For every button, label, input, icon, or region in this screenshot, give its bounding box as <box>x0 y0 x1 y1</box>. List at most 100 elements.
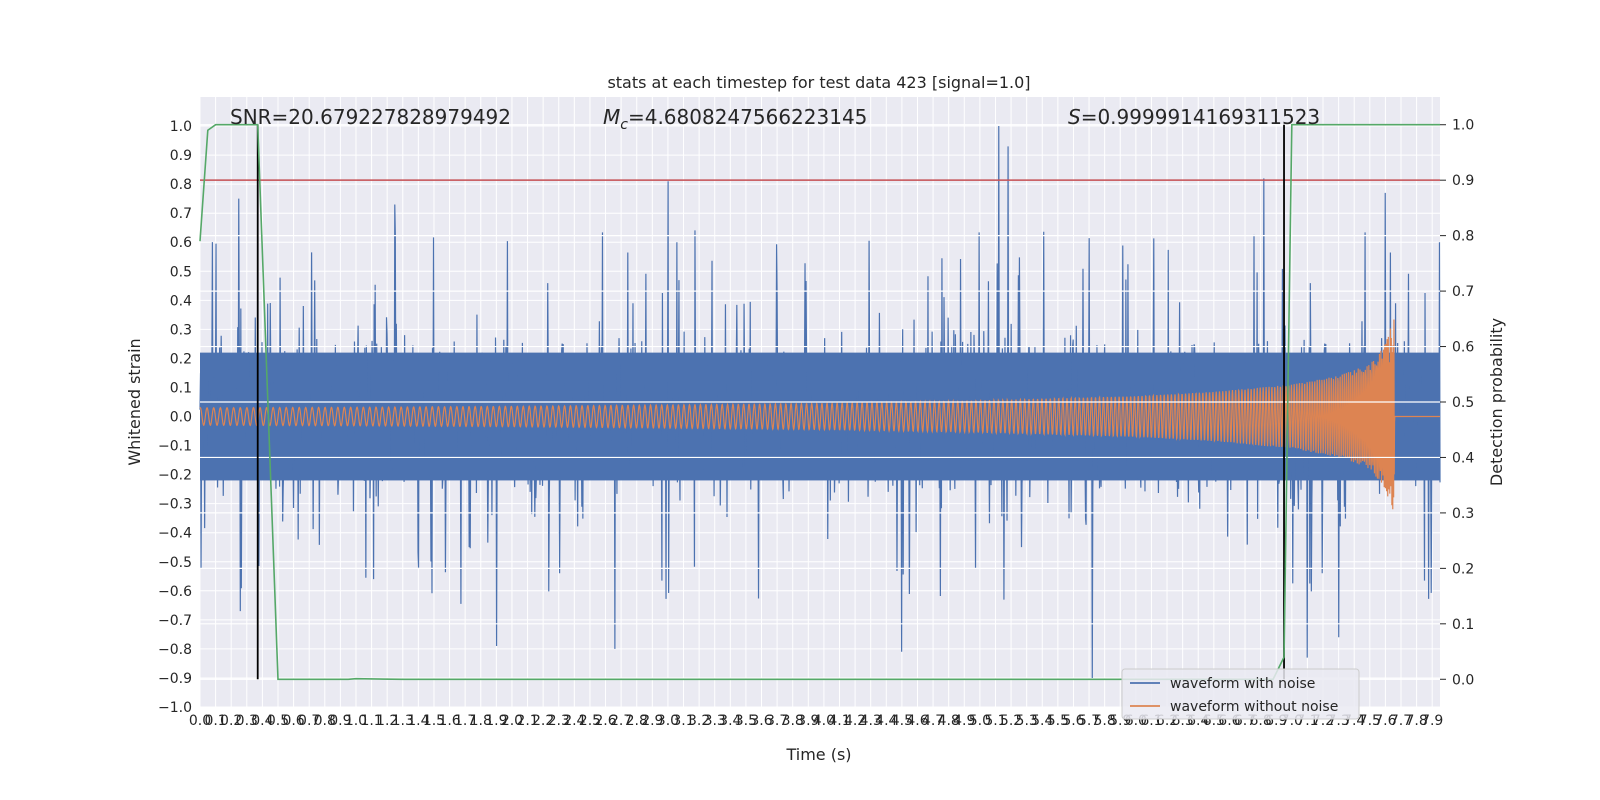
x-tick-label: 0.1 <box>204 713 226 729</box>
y-right-tick-label: 0.4 <box>1452 450 1474 466</box>
x-tick-label: 1.7 <box>454 713 476 729</box>
x-tick-label: 0.0 <box>189 713 211 729</box>
x-tick-label: 5.0 <box>969 713 991 729</box>
x-tick-label: 4.9 <box>953 713 975 729</box>
x-tick-label: 3.2 <box>688 713 710 729</box>
y-left-tick-label: −1.0 <box>158 700 192 716</box>
x-tick-label: 4.4 <box>875 713 897 729</box>
x-tick-label: 2.1 <box>516 713 538 729</box>
x-tick-label: 5.6 <box>1062 713 1084 729</box>
x-tick-label: 4.6 <box>906 713 928 729</box>
legend-label-noise: waveform with noise <box>1170 676 1315 692</box>
y-right-tick-label: 1.0 <box>1452 118 1474 134</box>
chirp-mass-annotation: Mc=4.6808247566223145 <box>603 105 867 133</box>
x-tick-label: 5.2 <box>1000 713 1022 729</box>
x-tick-label: 5.4 <box>1031 713 1053 729</box>
x-tick-label: 7.9 <box>1421 713 1443 729</box>
x-tick-label: 2.3 <box>548 713 570 729</box>
chirp-mass-subscript: c <box>620 117 628 133</box>
x-tick-label: 4.5 <box>891 713 913 729</box>
x-tick-label: 5.3 <box>1016 713 1038 729</box>
overlay-lines <box>199 123 1440 681</box>
x-tick-label: 4.3 <box>860 713 882 729</box>
y-left-tick-label: −0.2 <box>158 468 192 484</box>
x-tick-label: 1.9 <box>485 713 507 729</box>
x-tick-label: 5.8 <box>1094 713 1116 729</box>
y-right-tick-label: 0.1 <box>1452 617 1474 633</box>
y-left-tick-label: 0.0 <box>170 410 192 426</box>
x-tick-label: 4.0 <box>813 713 835 729</box>
y-right-tick-label: 0.5 <box>1452 395 1474 411</box>
legend: waveform with noise waveform without noi… <box>1121 668 1360 720</box>
x-tick-label: 1.0 <box>345 713 367 729</box>
y-left-tick-label: −0.6 <box>158 584 192 600</box>
x-axis-label: Time (s) <box>785 745 851 764</box>
legend-box <box>1121 668 1360 720</box>
y-right-tick-label: 0.6 <box>1452 340 1474 356</box>
x-tick-label: 1.4 <box>407 713 429 729</box>
x-tick-label: 7.8 <box>1405 713 1427 729</box>
x-tick-label: 2.0 <box>501 713 523 729</box>
clean-waveform-line <box>199 319 1440 510</box>
x-tick-label: 3.6 <box>750 713 772 729</box>
y-left-tick-label: −0.1 <box>158 439 192 455</box>
x-tick-label: 2.7 <box>610 713 632 729</box>
x-tick-label: 5.5 <box>1047 713 1069 729</box>
y-left-tick-label: 0.5 <box>170 264 192 280</box>
x-tick-label: 7.6 <box>1374 713 1396 729</box>
x-tick-label: 0.2 <box>220 713 242 729</box>
x-tick-label: 3.1 <box>672 713 694 729</box>
x-tick-label: 3.5 <box>735 713 757 729</box>
x-tick-label: 7.7 <box>1390 713 1412 729</box>
x-tick-label: 3.7 <box>766 713 788 729</box>
score-value: =0.9999914169311523 <box>1081 105 1320 129</box>
y-axis-left-ticks: −1.0 −0.9 −0.8 −0.7 −0.6 −0.5 −0.4 −0.3 −0.2 −0.1… <box>158 119 192 716</box>
y-left-tick-label: 0.4 <box>170 293 192 309</box>
score-symbol: S <box>1068 105 1081 129</box>
x-tick-label: 1.8 <box>470 713 492 729</box>
y-left-tick-label: 1.0 <box>170 119 192 135</box>
y-left-tick-label: 0.1 <box>170 380 192 396</box>
y-left-tick-label: 0.8 <box>170 177 192 193</box>
x-tick-label: 4.2 <box>844 713 866 729</box>
y-left-tick-label: −0.3 <box>158 497 192 513</box>
x-tick-label: 2.4 <box>563 713 585 729</box>
y-left-tick-label: −0.4 <box>158 526 192 542</box>
chirp-mass-value: =4.6808247566223145 <box>628 105 867 129</box>
y-left-tick-label: 0.3 <box>170 322 192 338</box>
y-left-tick-label: 0.7 <box>170 206 192 222</box>
score-annotation: S=0.9999914169311523 <box>1068 105 1320 129</box>
x-tick-label: 5.1 <box>984 713 1006 729</box>
x-tick-label: 2.6 <box>594 713 616 729</box>
chart-title: stats at each timestep for test data 423… <box>607 73 1030 92</box>
y-right-tick-label: 0.7 <box>1452 284 1474 300</box>
y-axis-left-label: Whitened strain <box>125 338 144 465</box>
x-tick-label: 0.7 <box>298 713 320 729</box>
x-tick-label: 3.4 <box>719 713 741 729</box>
detection-probability-line <box>199 123 1440 681</box>
x-tick-label: 2.5 <box>579 713 601 729</box>
x-tick-label: 1.6 <box>438 713 460 729</box>
y-axis-right-label: Detection probability <box>1487 318 1506 486</box>
y-left-tick-label: −0.9 <box>158 671 192 687</box>
x-tick-label: 0.3 <box>236 713 258 729</box>
waveform-without-noise-series <box>199 319 1440 510</box>
x-tick-label: 1.2 <box>376 713 398 729</box>
x-tick-label: 0.5 <box>267 713 289 729</box>
x-tick-label: 1.1 <box>360 713 382 729</box>
x-tick-label: 3.8 <box>782 713 804 729</box>
x-tick-label: 7.5 <box>1359 713 1381 729</box>
chirp-mass-symbol: M <box>603 105 620 129</box>
x-tick-label: 5.7 <box>1078 713 1100 729</box>
y-left-tick-label: −0.7 <box>158 613 192 629</box>
y-right-tick-label: 0.9 <box>1452 173 1474 189</box>
y-left-tick-label: 0.6 <box>170 235 192 251</box>
x-tick-label: 2.9 <box>641 713 663 729</box>
x-tick-label: 2.2 <box>532 713 554 729</box>
x-tick-label: 0.6 <box>282 713 304 729</box>
x-tick-label: 3.0 <box>657 713 679 729</box>
x-tick-label: 0.9 <box>329 713 351 729</box>
legend-label-clean: waveform without noise <box>1170 699 1338 715</box>
y-right-tick-label: 0.2 <box>1452 561 1474 577</box>
